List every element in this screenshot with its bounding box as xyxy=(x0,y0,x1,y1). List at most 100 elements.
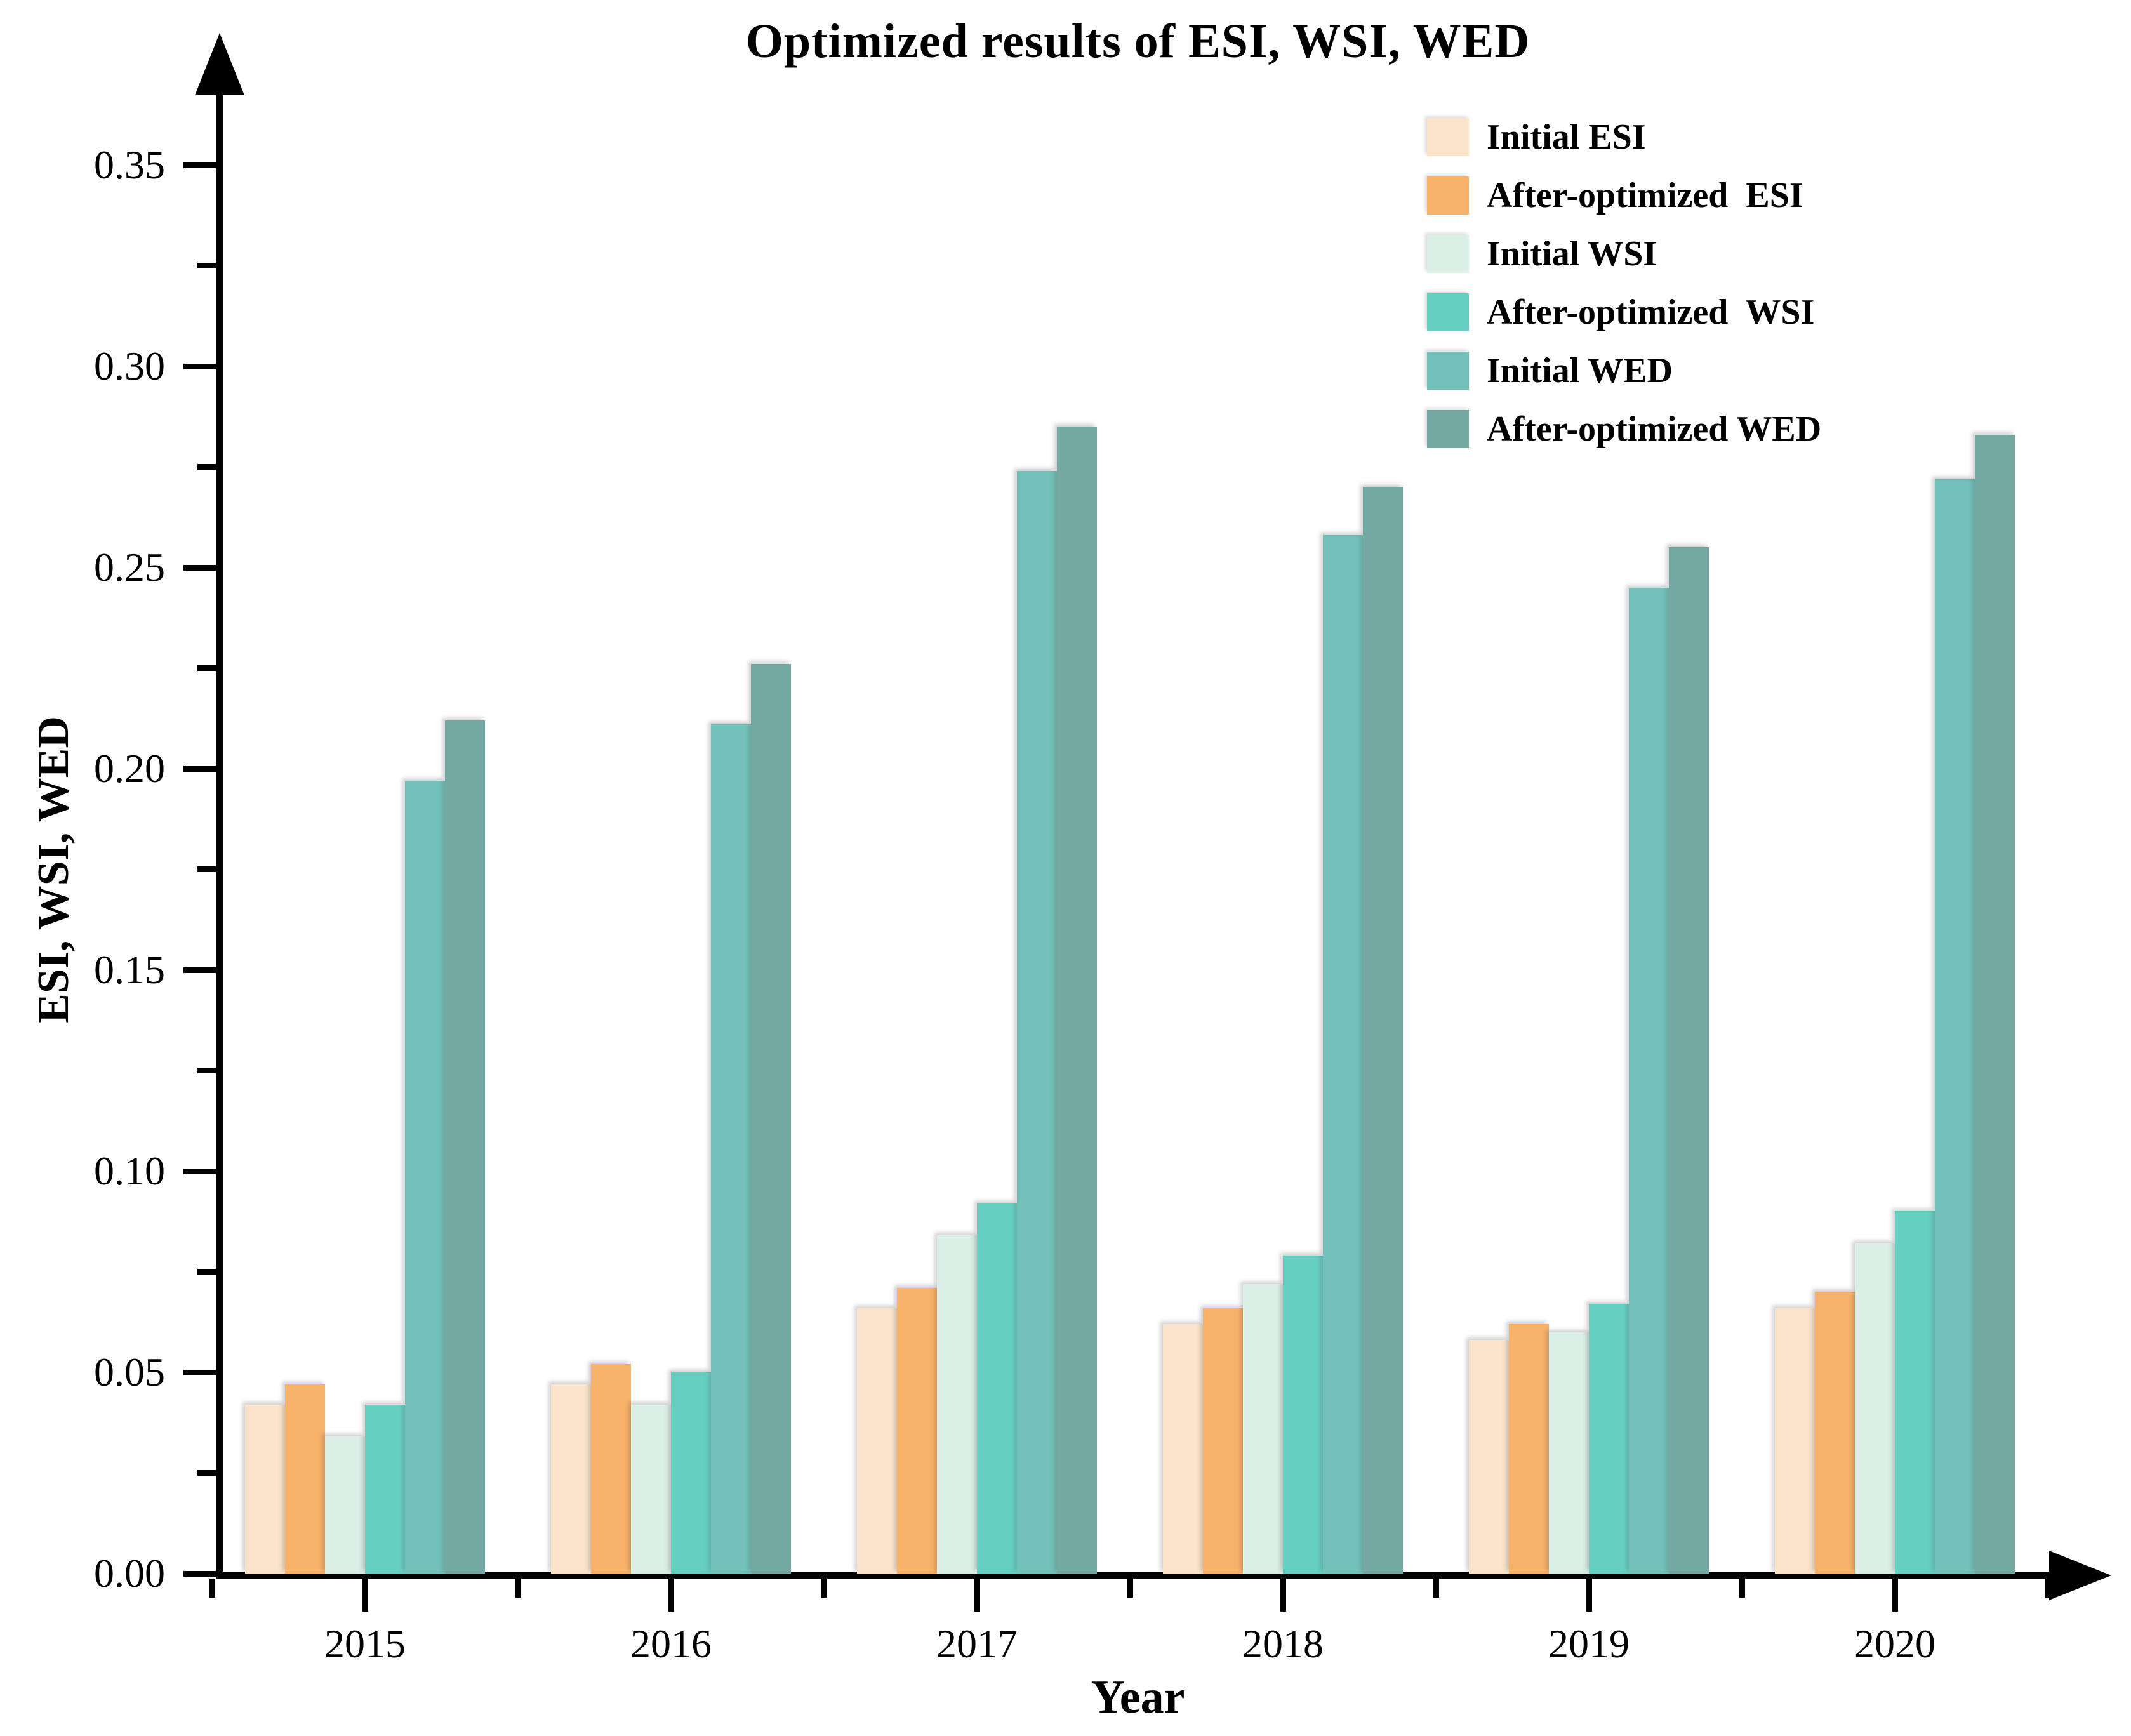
y-major-tick xyxy=(183,1570,216,1577)
legend-swatch xyxy=(1427,235,1469,273)
y-minor-tick xyxy=(197,1470,216,1476)
bar xyxy=(1203,1308,1243,1574)
legend-row: Initial WSI xyxy=(1427,225,1821,283)
bar xyxy=(897,1288,937,1574)
bar xyxy=(1017,471,1057,1574)
legend-row: Initial WED xyxy=(1427,341,1821,400)
bar xyxy=(445,720,485,1574)
bar xyxy=(1283,1256,1323,1574)
x-tick-label: 2017 xyxy=(936,1621,1018,1666)
x-tick-label: 2020 xyxy=(1854,1621,1935,1666)
x-major-tick xyxy=(1892,1579,1898,1612)
bar xyxy=(1469,1340,1509,1574)
legend-swatch xyxy=(1427,118,1469,156)
legend-row: After-optimized WSI xyxy=(1427,283,1821,341)
x-minor-tick xyxy=(209,1579,215,1598)
bar xyxy=(1669,547,1709,1574)
bar xyxy=(325,1436,365,1574)
y-major-tick xyxy=(183,1369,216,1375)
y-major-tick xyxy=(183,765,216,772)
legend-row: Initial ESI xyxy=(1427,108,1821,166)
x-tick-label: 2018 xyxy=(1242,1621,1324,1666)
bar xyxy=(1815,1292,1855,1574)
x-tick-label: 2019 xyxy=(1548,1621,1630,1666)
y-major-tick xyxy=(183,1168,216,1174)
bar xyxy=(1363,487,1403,1574)
x-minor-tick xyxy=(1433,1579,1439,1598)
chart-title: Optimized results of ESI, WSI, WED xyxy=(745,15,1530,68)
x-axis-line xyxy=(216,1572,2060,1579)
y-axis-line xyxy=(216,73,223,1579)
bar xyxy=(1855,1243,1895,1574)
bar xyxy=(1935,479,1975,1574)
y-tick-label: 0.25 xyxy=(94,545,165,590)
bar xyxy=(711,724,751,1574)
bar xyxy=(937,1235,977,1574)
bar xyxy=(751,664,791,1574)
x-major-tick xyxy=(1586,1579,1592,1612)
legend-label: After-optimized WED xyxy=(1487,409,1822,449)
bar xyxy=(671,1372,711,1574)
legend-swatch xyxy=(1427,410,1469,448)
bar xyxy=(1549,1332,1589,1574)
bar xyxy=(551,1384,591,1574)
x-minor-tick xyxy=(2045,1579,2051,1598)
y-tick-label: 0.00 xyxy=(94,1551,165,1596)
legend-swatch xyxy=(1427,293,1469,331)
x-axis-label: Year xyxy=(1091,1671,1185,1723)
legend-row: After-optimized ESI xyxy=(1427,166,1821,225)
bar xyxy=(857,1308,897,1574)
bar xyxy=(1895,1211,1935,1574)
bar xyxy=(1629,588,1669,1574)
y-minor-tick xyxy=(197,464,216,470)
bar xyxy=(1509,1324,1549,1574)
y-tick-label: 0.30 xyxy=(94,343,165,388)
x-major-tick xyxy=(974,1579,980,1612)
x-minor-tick xyxy=(1739,1579,1745,1598)
bar xyxy=(1323,535,1363,1574)
x-axis-arrow-icon xyxy=(2049,1550,2111,1600)
y-axis-arrow-icon xyxy=(195,33,244,95)
legend-swatch xyxy=(1427,176,1469,215)
y-tick-label: 0.35 xyxy=(94,142,165,187)
bar xyxy=(405,781,445,1574)
y-tick-label: 0.20 xyxy=(94,746,165,791)
x-major-tick xyxy=(1280,1579,1286,1612)
y-minor-tick xyxy=(197,866,216,872)
legend: Initial ESI After-optimized ESI Initial WS… xyxy=(1427,108,1821,458)
bar xyxy=(1243,1284,1283,1574)
x-major-tick xyxy=(668,1579,674,1612)
x-tick-label: 2015 xyxy=(324,1621,406,1666)
x-major-tick xyxy=(362,1579,368,1612)
bar xyxy=(1775,1308,1815,1574)
y-minor-tick xyxy=(197,1269,216,1275)
y-major-tick xyxy=(183,967,216,973)
x-minor-tick xyxy=(821,1579,827,1598)
bar xyxy=(1589,1304,1629,1574)
y-major-tick xyxy=(183,162,216,168)
y-minor-tick xyxy=(197,1068,216,1073)
bar xyxy=(977,1203,1017,1574)
bar xyxy=(1163,1324,1203,1574)
bar xyxy=(591,1364,631,1574)
bar xyxy=(285,1384,325,1574)
x-tick-label: 2016 xyxy=(630,1621,712,1666)
legend-row: After-optimized WED xyxy=(1427,400,1821,458)
bar xyxy=(1975,435,2015,1574)
legend-label: Initial WED xyxy=(1487,351,1673,390)
legend-label: Initial ESI xyxy=(1487,117,1646,157)
x-minor-tick xyxy=(1127,1579,1133,1598)
y-tick-label: 0.10 xyxy=(94,1148,165,1193)
y-major-tick xyxy=(183,363,216,369)
y-major-tick xyxy=(183,564,216,571)
bar xyxy=(631,1405,671,1574)
bar xyxy=(1057,427,1097,1574)
bar xyxy=(365,1405,405,1574)
bar xyxy=(245,1405,285,1574)
legend-label: After-optimized WSI xyxy=(1487,293,1815,332)
legend-label: Initial WSI xyxy=(1487,234,1657,274)
legend-label: After-optimized ESI xyxy=(1487,176,1803,215)
y-minor-tick xyxy=(197,263,216,268)
x-minor-tick xyxy=(515,1579,521,1598)
